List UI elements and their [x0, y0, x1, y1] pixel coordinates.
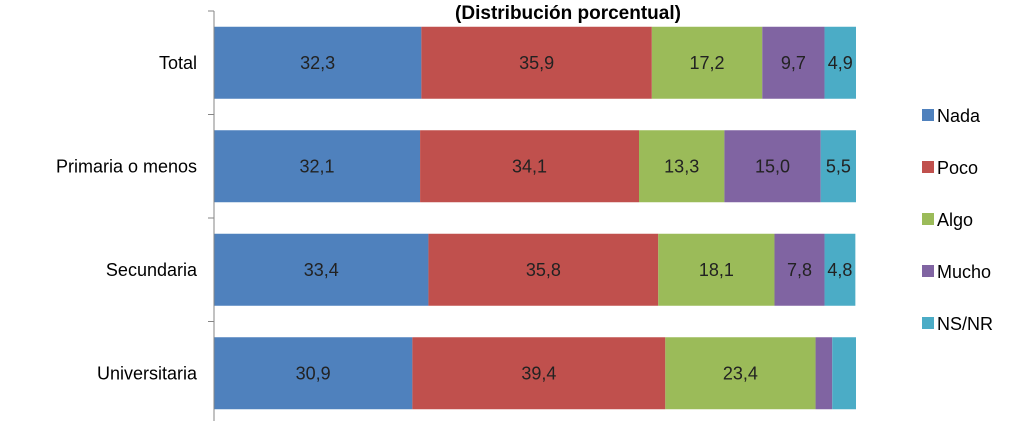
bar-segment	[214, 337, 413, 410]
data-label: 34,1	[512, 156, 547, 176]
legend-label: Poco	[937, 158, 978, 178]
bar-segment	[820, 130, 856, 203]
legend-swatch	[922, 109, 934, 121]
bar-segment	[824, 26, 856, 99]
data-label: 5,5	[826, 156, 851, 176]
bar-segment	[832, 337, 856, 410]
bar-segment	[651, 26, 763, 99]
legend-label: Nada	[937, 106, 981, 126]
bar-segment	[658, 233, 775, 306]
data-label: 7,8	[787, 260, 812, 280]
data-label: 13,3	[664, 156, 699, 176]
bar-segment	[420, 130, 640, 203]
data-label: 15,0	[755, 156, 790, 176]
bar-segment	[214, 130, 421, 203]
data-label: 23,4	[723, 363, 758, 383]
bar-segment	[762, 26, 825, 99]
category-label: Secundaria	[106, 260, 198, 280]
category-axis	[208, 10, 215, 421]
data-label: 32,1	[300, 156, 335, 176]
data-label: 4,8	[827, 260, 852, 280]
bar-segment	[639, 130, 725, 203]
data-label: 9,7	[781, 53, 806, 73]
legend-label: Algo	[937, 210, 973, 230]
data-label: 35,9	[519, 53, 554, 73]
data-label: 39,4	[521, 363, 556, 383]
data-label: 33,4	[304, 260, 339, 280]
bars-group	[214, 26, 856, 410]
data-labels-group: 32,3 35,9 17,2 9,7 4,9 32,1 34,1 13,3 15,0 5,5 33,…	[296, 53, 853, 384]
bar-segment	[214, 233, 429, 306]
data-label: 4,9	[828, 53, 853, 73]
legend-swatch	[922, 161, 934, 173]
bar-segment	[412, 337, 666, 410]
data-label: 35,8	[526, 260, 561, 280]
bar-segment	[724, 130, 821, 203]
category-label: Primaria o menos	[56, 156, 197, 176]
legend-label: NS/NR	[937, 314, 993, 334]
data-label: 18,1	[699, 260, 734, 280]
legend-swatch	[922, 265, 934, 277]
legend-label: Mucho	[937, 262, 991, 282]
category-label: Universitaria	[97, 363, 198, 383]
chart-title: (Distribución porcentual)	[455, 3, 681, 24]
legend-swatch	[922, 317, 934, 329]
data-label: 17,2	[690, 53, 725, 73]
legend-swatch	[922, 213, 934, 225]
bar-segment	[815, 337, 833, 410]
data-label: 30,9	[296, 363, 331, 383]
bar-segment	[428, 233, 659, 306]
bar-segment	[214, 26, 422, 99]
bar-segment	[774, 233, 825, 306]
bar-segment	[665, 337, 816, 410]
bar-segment	[421, 26, 652, 99]
data-label: 32,3	[300, 53, 335, 73]
bar-segment	[824, 233, 856, 306]
legend: Nada Poco Algo Mucho NS/NR	[922, 106, 993, 334]
category-labels-group: Total Primaria o menos Secundaria Universit…	[56, 53, 198, 384]
category-label: Total	[159, 53, 197, 73]
